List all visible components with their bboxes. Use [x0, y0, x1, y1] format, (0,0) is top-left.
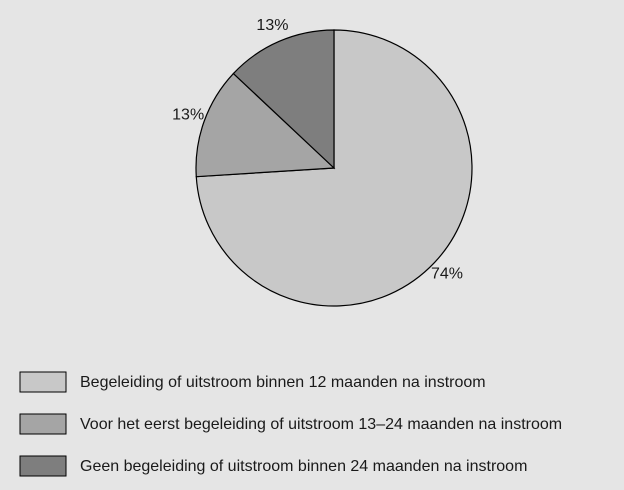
- pie-slice: [195, 72, 336, 178]
- legend-label: Voor het eerst begeleiding of uitstroom …: [80, 416, 562, 433]
- slice-label: 74%: [431, 265, 463, 282]
- pie-slice: [232, 29, 335, 170]
- legend-swatch: [19, 413, 67, 435]
- slice-label: 13%: [172, 107, 204, 124]
- legend-swatch: [19, 455, 67, 477]
- legend-label: Geen begeleiding of uitstroom binnen 24 …: [80, 458, 527, 475]
- legend-label: Begeleiding of uitstroom binnen 12 maand…: [80, 374, 486, 391]
- slice-label: 13%: [256, 17, 288, 34]
- legend-swatch: [19, 371, 67, 393]
